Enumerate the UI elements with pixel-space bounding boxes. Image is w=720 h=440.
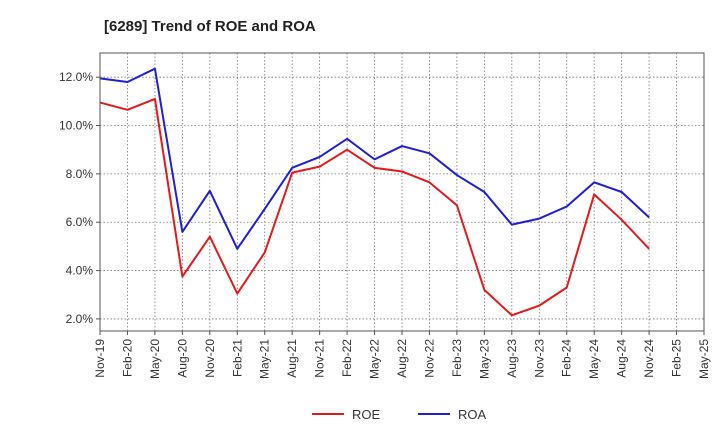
x-tick-label: May-21: [258, 339, 272, 379]
y-tick-label: 12.0%: [59, 70, 93, 84]
y-axis-ticks: 2.0% 4.0% 6.0% 8.0% 10.0% 12.0%: [59, 70, 100, 326]
legend-label-roe: ROE: [352, 407, 381, 422]
y-tick-label: 8.0%: [66, 167, 94, 181]
series-line-roe: [99, 97, 650, 317]
x-tick-label: Feb-20: [120, 339, 134, 377]
legend: ROE ROA: [312, 407, 487, 422]
x-tick-label: Feb-22: [340, 339, 354, 377]
x-tick-label: Feb-21: [230, 339, 244, 377]
plot-frame: [99, 52, 705, 332]
x-tick-label: May-23: [477, 339, 491, 379]
series-lines: [99, 67, 650, 317]
x-tick-label: Aug-21: [285, 339, 299, 378]
y-tick-label: 4.0%: [66, 264, 94, 278]
x-tick-label: Aug-23: [505, 339, 519, 378]
x-tick-label: Nov-19: [93, 339, 107, 378]
x-tick-label: Nov-24: [642, 339, 656, 378]
x-tick-label: Feb-23: [450, 339, 464, 377]
x-tick-label: May-24: [587, 339, 601, 379]
x-tick-label: May-22: [368, 339, 382, 379]
x-tick-label: Nov-21: [313, 339, 327, 378]
y-tick-label: 6.0%: [66, 215, 94, 229]
x-tick-label: Aug-20: [175, 339, 189, 378]
x-tick-label: Aug-22: [395, 339, 409, 378]
x-axis-ticks: Nov-19 Feb-20 May-20 Aug-20 Nov-20 Feb-21 May-…: [93, 331, 711, 379]
chart-title: [6289] Trend of ROE and ROA: [104, 18, 316, 35]
y-tick-label: 2.0%: [66, 312, 94, 326]
x-tick-label: Nov-22: [422, 339, 436, 378]
y-tick-label: 10.0%: [59, 119, 93, 133]
legend-label-roa: ROA: [458, 407, 487, 422]
x-tick-label: Feb-25: [670, 339, 684, 377]
series-line-roa: [99, 67, 650, 250]
x-tick-label: May-20: [148, 339, 162, 379]
x-tick-label: Feb-24: [560, 339, 574, 377]
x-tick-label: May-25: [697, 339, 711, 379]
grid: [99, 53, 705, 331]
x-tick-label: Nov-20: [203, 339, 217, 378]
x-tick-label: Nov-23: [532, 339, 546, 378]
x-tick-label: Aug-24: [615, 339, 629, 378]
